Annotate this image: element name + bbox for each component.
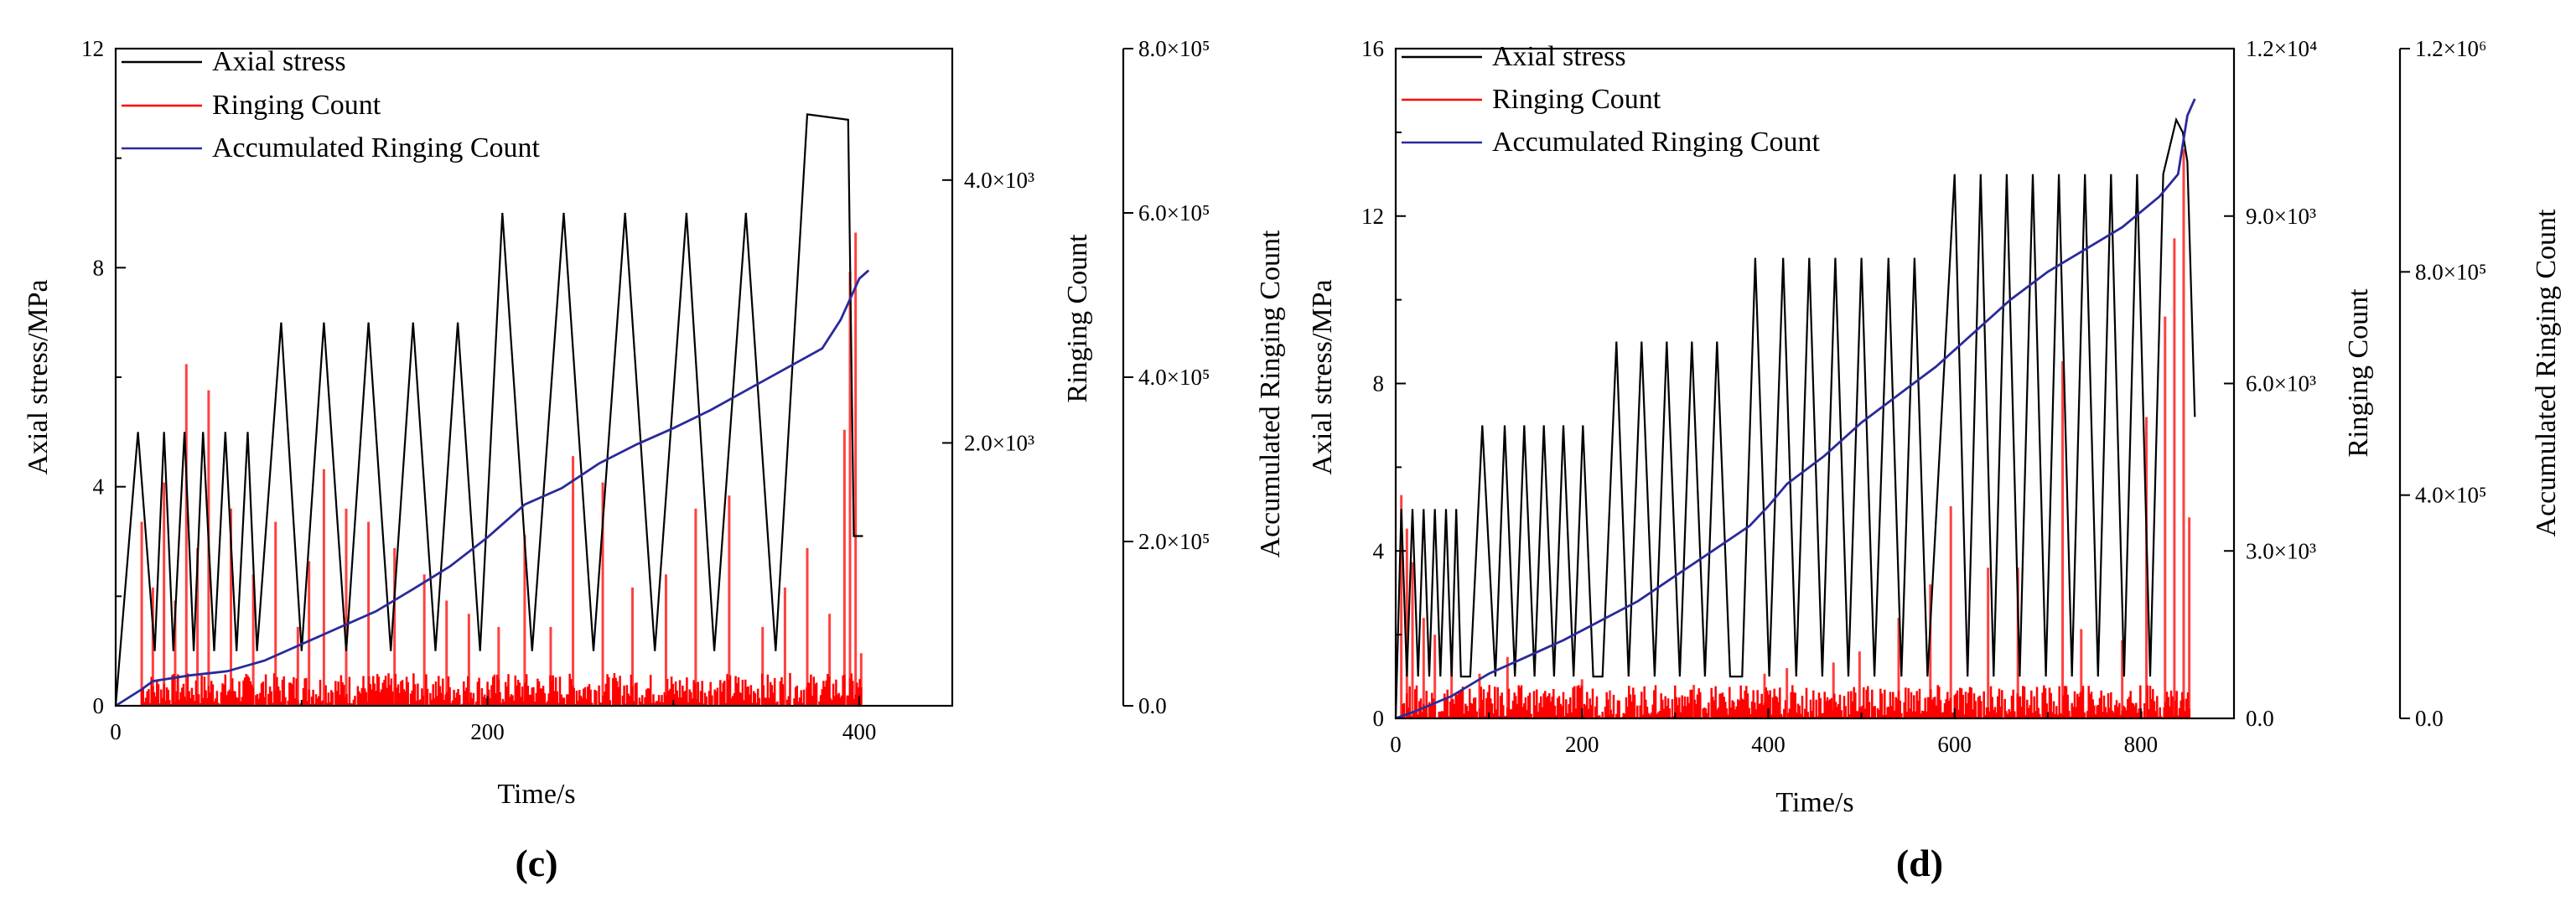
y-left-axis-title: Axial stress/MPa xyxy=(23,279,54,474)
legend-label-ringing-count: Ringing Count xyxy=(1492,84,1661,115)
x-axis-title: Time/s xyxy=(497,779,575,810)
y-right-accumulated-tick-label: 0.0 xyxy=(2415,706,2444,731)
accumulated-ringing-line xyxy=(115,269,870,707)
x-tick-label: 200 xyxy=(470,719,505,744)
axial-stress-line xyxy=(114,113,863,707)
y-right-ringing-tick-label: 3.0×10³ xyxy=(2246,538,2316,563)
y-right-accumulated-tick-label: 0.0 xyxy=(1138,693,1167,718)
y-right-ringing-tick-label: 9.0×10³ xyxy=(2246,204,2316,229)
y-left-axis-title: Axial stress/MPa xyxy=(1307,279,1338,474)
legend-label-ringing-count: Ringing Count xyxy=(212,90,381,121)
x-tick-label: 0 xyxy=(1390,732,1402,757)
y-left-tick-label: 12 xyxy=(1361,204,1384,229)
y-right-accumulated-tick-label: 6.0×10⁵ xyxy=(1138,200,1210,225)
y-right-accumulated-tick-label: 4.0×10⁵ xyxy=(2415,483,2486,508)
y-left-tick-label: 8 xyxy=(93,255,105,280)
ringing-count-series xyxy=(140,232,863,706)
legend-label-accumulated: Accumulated Ringing Count xyxy=(212,132,541,163)
axial-stress-line xyxy=(1394,117,2196,719)
legend-label-axial-stress: Axial stress xyxy=(212,46,346,77)
y-right-ringing-tick-label: 0.0 xyxy=(2246,706,2274,731)
y-right-accumulated-tick-label: 1.2×10⁶ xyxy=(2415,36,2486,61)
y-left-tick-label: 4 xyxy=(1373,538,1385,563)
accumulated-ringing-series xyxy=(1395,98,2196,720)
y-left-tick-label: 12 xyxy=(81,36,104,61)
panel-d: 0 200 400 600 800 0 4 8 12 16 0.0 3.0×10³ 6.0×10³ 9.0… xyxy=(1307,36,2562,884)
legend: Axial stress Ringing Count Accumulated R… xyxy=(122,46,541,163)
accumulated-ringing-line xyxy=(1395,98,2196,720)
legend: Axial stress Ringing Count Accumulated R… xyxy=(1402,41,1821,158)
ringing-count-noise xyxy=(140,672,863,706)
y-right-ringing-axis-title: Ringing Count xyxy=(2343,288,2374,458)
ringing-count-noise xyxy=(1400,685,2190,718)
y-right-ringing-tick-label: 1.2×10⁴ xyxy=(2246,36,2317,61)
y-left-tick-label: 0 xyxy=(1373,706,1385,731)
y-right-ringing-tick-label: 4.0×10³ xyxy=(964,168,1034,193)
y-right-accumulated-tick-label: 4.0×10⁵ xyxy=(1138,365,1210,390)
legend-label-accumulated: Accumulated Ringing Count xyxy=(1492,127,1821,158)
y-right-accumulated-tick-label: 8.0×10⁵ xyxy=(2415,259,2486,284)
x-tick-label: 200 xyxy=(1565,732,1599,757)
y-right-accumulated-tick-label: 8.0×10⁵ xyxy=(1138,36,1210,61)
y-left-tick-label: 4 xyxy=(93,474,105,500)
x-tick-label: 800 xyxy=(2124,732,2159,757)
x-tick-label: 400 xyxy=(1751,732,1786,757)
y-left-tick-label: 8 xyxy=(1373,371,1385,396)
axes: 0 200 400 0 4 8 12 2.0×10³ 4.0×10³ 0.0 2.0×10⁵ 4.0×… xyxy=(81,36,1210,744)
panel-c: 0 200 400 0 4 8 12 2.0×10³ 4.0×10³ 0.0 2.0×10⁵ 4.0×… xyxy=(23,36,1286,884)
y-left-tick-label: 0 xyxy=(93,693,105,718)
axes: 0 200 400 600 800 0 4 8 12 16 0.0 3.0×10³ 6.0×10³ 9.0… xyxy=(1361,36,2486,757)
x-tick-label: 0 xyxy=(110,719,122,744)
y-right-ringing-axis-title: Ringing Count xyxy=(1062,234,1093,403)
x-axis-title: Time/s xyxy=(1775,787,1853,818)
y-right-ringing-tick-label: 6.0×10³ xyxy=(2246,371,2316,396)
accumulated-ringing-series xyxy=(115,269,870,707)
y-right-accumulated-axis-title: Accumulated Ringing Count xyxy=(2531,209,2562,537)
y-right-accumulated-tick-label: 2.0×10⁵ xyxy=(1138,529,1210,554)
y-left-tick-label: 16 xyxy=(1361,36,1384,61)
x-tick-label: 600 xyxy=(1937,732,1972,757)
y-right-ringing-tick-label: 2.0×10³ xyxy=(964,430,1034,455)
axial-stress-series xyxy=(1394,117,2196,719)
panel-label: (d) xyxy=(1896,842,1943,884)
legend-label-axial-stress: Axial stress xyxy=(1492,41,1626,72)
x-tick-label: 400 xyxy=(842,719,877,744)
y-right-accumulated-axis-title: Accumulated Ringing Count xyxy=(1255,230,1286,558)
panel-label: (c) xyxy=(515,842,557,884)
axial-stress-series xyxy=(114,113,863,707)
